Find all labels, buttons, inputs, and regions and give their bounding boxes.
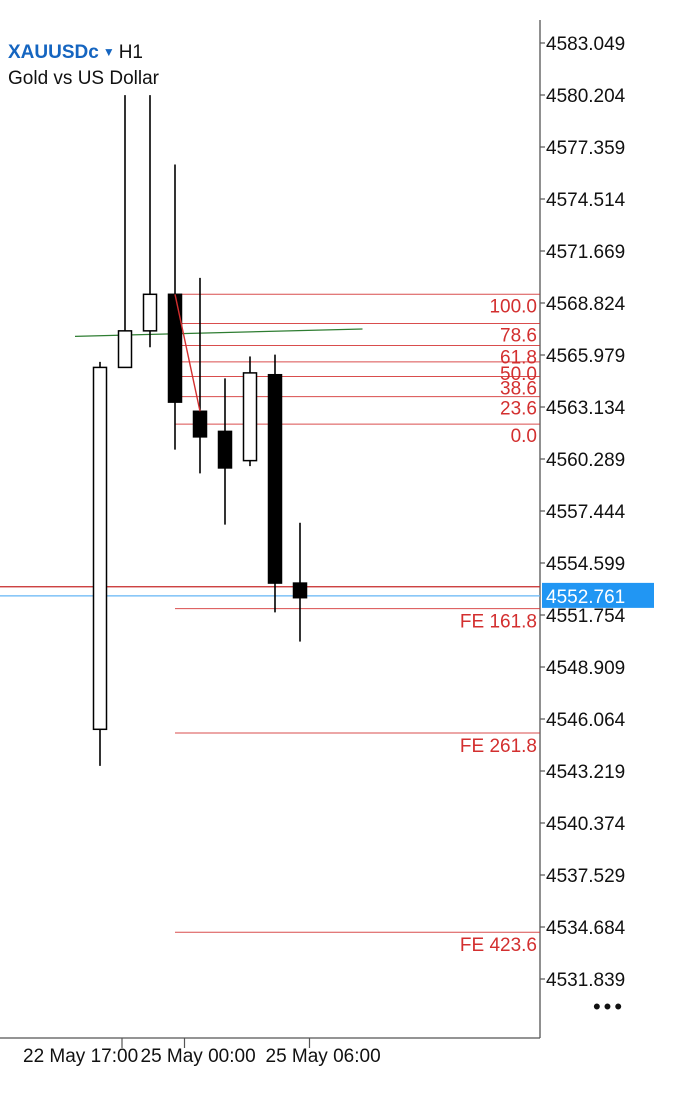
y-tick-label: 4560.289: [546, 450, 625, 471]
y-tick-label: 4540.374: [546, 814, 626, 835]
y-tick-label: 4568.824: [546, 294, 626, 315]
y-tick-label: 4551.754: [546, 606, 626, 627]
current-price-label: 4552.761: [546, 587, 625, 608]
x-tick-label: 25 May 00:00: [141, 1046, 256, 1067]
fibo-retracement-label: 0.0: [511, 426, 537, 447]
candle-body[interactable]: [117, 330, 133, 369]
y-tick-label: 4534.684: [546, 918, 626, 939]
caret-down-icon[interactable]: ▼: [102, 45, 115, 59]
candle-body[interactable]: [167, 293, 183, 403]
fibo-anchor-line[interactable]: [174, 294, 201, 412]
fibo-expansion-label: FE 423.6: [460, 935, 537, 956]
y-tick-label: 4571.669: [546, 242, 625, 263]
timeframe-label[interactable]: H1: [118, 42, 143, 63]
candle-body[interactable]: [217, 430, 233, 469]
y-tick-label: 4574.514: [546, 190, 626, 211]
more-dots-icon[interactable]: •••: [592, 994, 626, 1019]
fibo-retracement-label: 100.0: [489, 296, 537, 317]
fibo-expansion-label: FE 261.8: [460, 736, 537, 757]
y-tick-label: 4546.064: [546, 710, 626, 731]
fibo-retracement-label: 78.6: [500, 326, 537, 347]
symbol-name[interactable]: XAUUSDc: [8, 42, 99, 63]
symbol-header[interactable]: XAUUSDc ▼ H1: [8, 41, 143, 64]
y-tick-label: 4565.979: [546, 346, 625, 367]
candle-body[interactable]: [242, 372, 258, 462]
y-tick-label: 4583.049: [546, 34, 625, 55]
symbol-description: Gold vs US Dollar: [8, 68, 159, 89]
y-tick-label: 4548.909: [546, 658, 625, 679]
y-tick-label: 4563.134: [546, 398, 626, 419]
y-tick-label: 4531.839: [546, 970, 625, 991]
candle-body[interactable]: [192, 410, 208, 438]
fibo-retracement-label: 38.6: [500, 379, 537, 400]
candle-body[interactable]: [92, 366, 108, 731]
y-tick-label: 4537.529: [546, 866, 625, 887]
fibo-expansion-label: FE 161.8: [460, 612, 537, 633]
current-price-badge: [542, 582, 654, 608]
y-tick-label: 4543.219: [546, 762, 625, 783]
y-tick-label: 4557.444: [546, 502, 626, 523]
candle-body[interactable]: [142, 293, 158, 332]
y-tick-label: 4577.359: [546, 138, 625, 159]
y-tick-label: 4580.204: [546, 86, 626, 107]
x-tick-label: 25 May 06:00: [266, 1046, 381, 1067]
fibo-retracement-label: 50.0: [500, 364, 537, 385]
y-tick-label: 4554.599: [546, 554, 625, 575]
fibo-retracement-label: 61.8: [500, 347, 537, 368]
x-tick-label: 22 May 17:00: [23, 1046, 138, 1067]
fibo-retracement-label: 23.6: [500, 399, 537, 420]
candle-body[interactable]: [292, 582, 308, 599]
candle-body[interactable]: [267, 373, 283, 584]
